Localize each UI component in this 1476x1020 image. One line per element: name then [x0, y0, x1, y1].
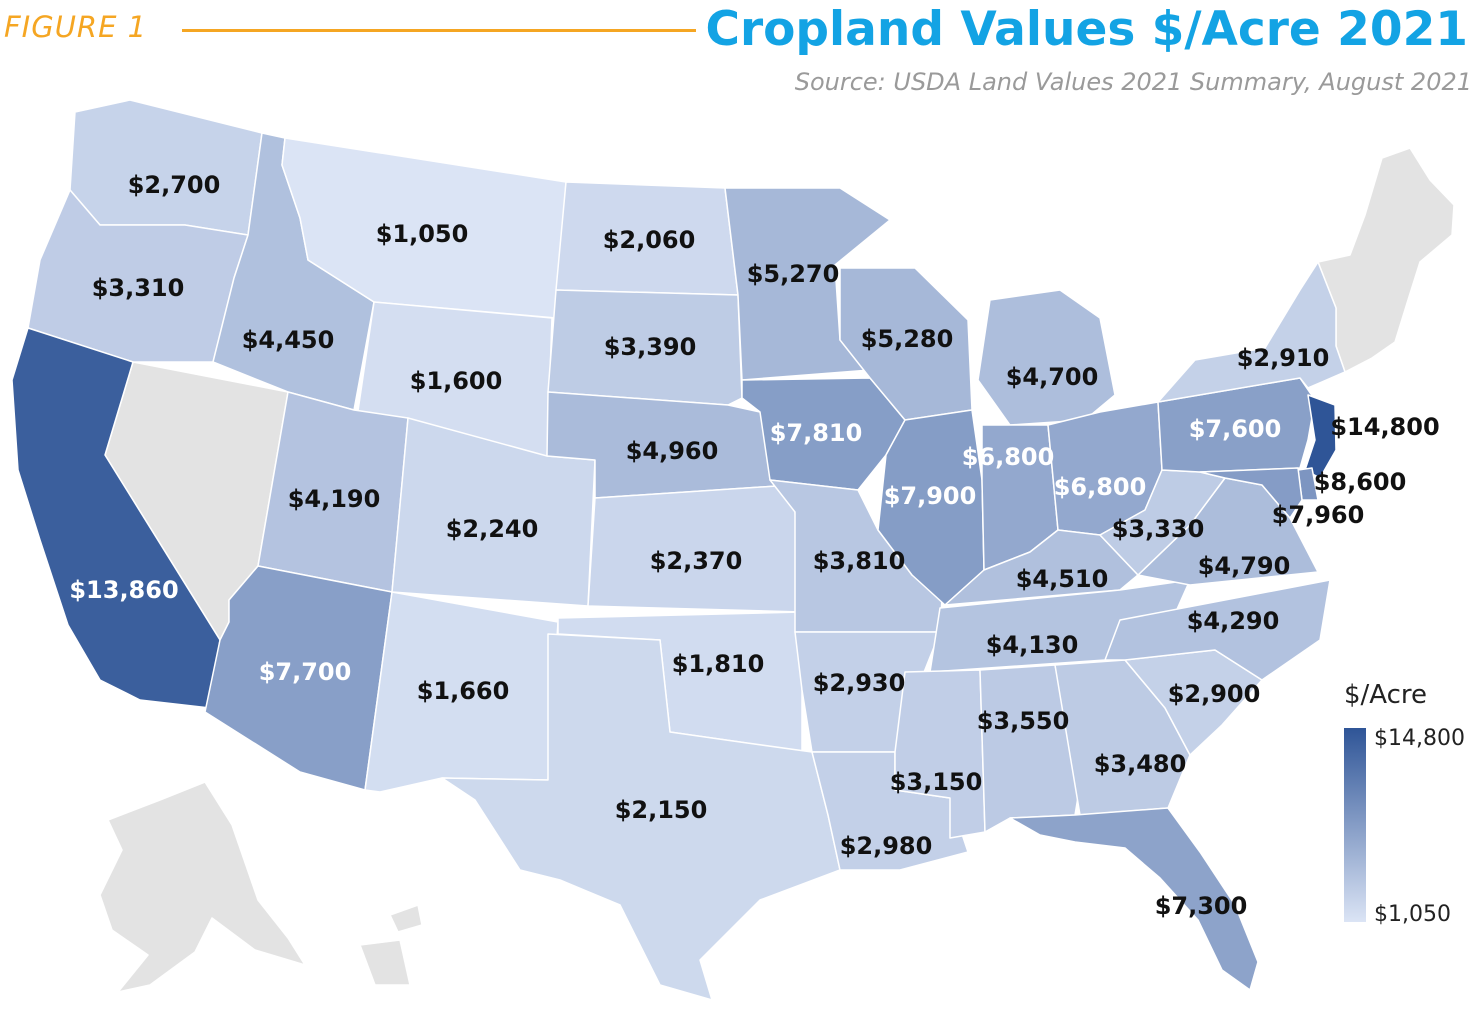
label-MD: $7,960 — [1272, 501, 1365, 529]
label-IA: $7,810 — [770, 419, 863, 447]
legend-min-label: $1,050 — [1374, 902, 1451, 927]
label-IL: $7,900 — [884, 482, 977, 510]
label-KS: $2,370 — [650, 547, 743, 575]
data-states — [11, 99, 1346, 1001]
source-note: Source: USDA Land Values 2021 Summary, A… — [794, 68, 1472, 96]
state-MD[interactable] — [1199, 467, 1303, 519]
label-DE: $8,600 — [1314, 468, 1407, 496]
label-UT: $4,190 — [288, 485, 381, 513]
state-SD[interactable] — [547, 289, 743, 406]
label-WV: $3,330 — [1112, 515, 1205, 543]
label-MI: $4,700 — [1006, 363, 1099, 391]
label-VA: $4,790 — [1198, 552, 1291, 580]
label-TN: $4,130 — [986, 631, 1079, 659]
state-AK — [99, 781, 306, 993]
state-WA[interactable] — [69, 99, 263, 236]
label-GA: $3,480 — [1094, 750, 1187, 778]
state-FL[interactable] — [1009, 807, 1259, 991]
state-CA[interactable] — [11, 327, 221, 709]
label-NJ: $14,800 — [1330, 413, 1439, 441]
label-IN: $6,800 — [962, 443, 1055, 471]
label-NY: $2,910 — [1237, 344, 1330, 372]
label-WY: $1,600 — [410, 367, 503, 395]
label-MT: $1,050 — [376, 220, 469, 248]
state-NJ[interactable] — [1304, 394, 1337, 479]
label-TX: $2,150 — [615, 796, 708, 824]
page-title: Cropland Values $/Acre 2021 — [705, 2, 1468, 57]
label-AZ: $7,700 — [259, 658, 352, 686]
state-value-labels: $2,700 $3,310 $13,860 $4,450 $1,050 $1,6… — [69, 171, 1439, 920]
state-TX[interactable] — [441, 633, 841, 1001]
label-MN: $5,270 — [747, 260, 840, 288]
label-KY: $4,510 — [1016, 565, 1109, 593]
label-MS: $3,150 — [890, 768, 983, 796]
label-PA: $7,600 — [1189, 415, 1282, 443]
label-WI: $5,280 — [861, 325, 954, 353]
label-ID: $4,450 — [242, 326, 335, 354]
label-NM: $1,660 — [417, 677, 510, 705]
state-CO[interactable] — [391, 417, 596, 607]
label-OR: $3,310 — [92, 274, 185, 302]
label-MO: $3,810 — [813, 547, 906, 575]
label-CA: $13,860 — [69, 576, 178, 604]
label-LA: $2,980 — [840, 832, 933, 860]
state-MI[interactable] — [977, 289, 1116, 426]
label-OH: $6,800 — [1054, 473, 1147, 501]
label-AR: $2,930 — [813, 669, 906, 697]
label-ND: $2,060 — [603, 226, 696, 254]
state-HI — [359, 904, 423, 986]
label-SD: $3,390 — [604, 333, 697, 361]
label-NE: $4,960 — [626, 437, 719, 465]
label-CO: $2,240 — [446, 515, 539, 543]
label-WA: $2,700 — [128, 171, 221, 199]
label-SC: $2,900 — [1168, 680, 1261, 708]
legend-title: $/Acre — [1344, 680, 1428, 710]
state-new-england[interactable] — [1317, 147, 1455, 373]
state-NC[interactable] — [1104, 579, 1331, 681]
label-NC: $4,290 — [1187, 607, 1280, 635]
label-OK: $1,810 — [672, 650, 765, 678]
label-AL: $3,550 — [977, 707, 1070, 735]
figure-divider-line — [182, 29, 696, 32]
state-NY[interactable] — [1157, 261, 1346, 403]
legend-max-label: $14,800 — [1374, 726, 1465, 751]
legend-color-scale — [1344, 728, 1366, 922]
label-FL: $7,300 — [1155, 892, 1248, 920]
figure-label: FIGURE 1 — [4, 10, 148, 44]
